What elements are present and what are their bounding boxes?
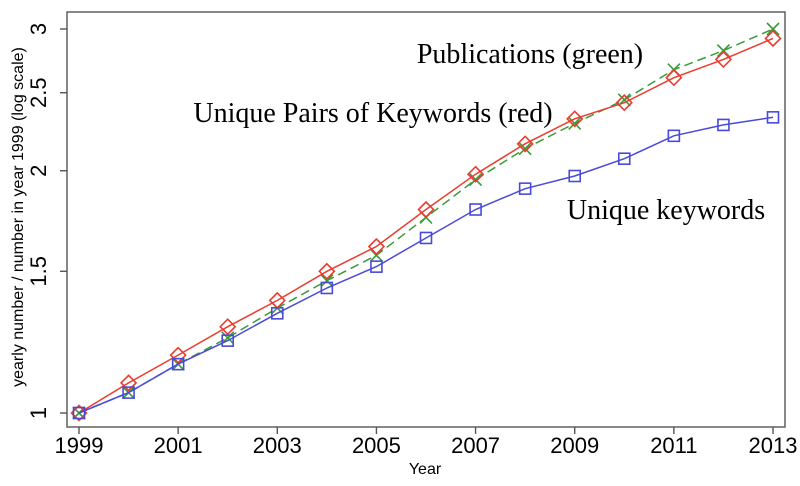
x-axis-title: Year	[408, 461, 442, 478]
marker-diamond-unique-pairs-of-keywords	[714, 50, 733, 69]
marker-x-publications	[320, 274, 334, 288]
marker-diamond-unique-pairs-of-keywords	[367, 237, 386, 256]
marker-diamond-unique-pairs-of-keywords	[566, 110, 584, 128]
marker-diamond-unique-pairs-of-keywords	[119, 374, 138, 392]
x-axis-tick-label: 2005	[352, 433, 401, 458]
marker-square-unique-keywords	[370, 260, 383, 273]
series-label-unique-keywords: Unique keywords	[566, 195, 766, 226]
marker-diamond-unique-pairs-of-keywords	[417, 200, 435, 219]
y-axis-title: yearly number / number in year 1999 (log…	[10, 47, 27, 387]
marker-x-publications	[369, 248, 383, 262]
marker-diamond-unique-pairs-of-keywords	[169, 346, 187, 364]
marker-square-unique-keywords	[171, 357, 185, 371]
marker-square-unique-keywords	[469, 203, 482, 216]
plot-border	[66, 11, 786, 428]
x-axis-tick-label: 1999	[55, 433, 104, 458]
series-line-unique-pairs-of-keywords	[78, 37, 774, 414]
marker-square-unique-keywords	[72, 406, 86, 420]
marker-diamond-unique-pairs-of-keywords	[219, 318, 237, 336]
x-axis-tick-label: 2001	[154, 433, 203, 458]
marker-square-unique-keywords	[221, 334, 235, 347]
y-axis-tick-label: 1	[26, 407, 51, 419]
marker-x-publications	[716, 44, 730, 58]
y-axis-tick-label: 1.5	[26, 256, 51, 287]
y-axis-tick-label: 3	[26, 23, 51, 35]
marker-square-unique-keywords	[270, 307, 284, 320]
x-axis-tick-label: 2013	[749, 433, 798, 458]
marker-x-publications	[518, 142, 532, 156]
marker-square-unique-keywords	[320, 281, 334, 295]
marker-square-unique-keywords	[717, 118, 730, 132]
series-label-unique-pairs-of-keywords: Unique Pairs of Keywords (red)	[193, 98, 553, 129]
x-axis-tick-label: 2011	[650, 433, 697, 458]
marker-diamond-unique-pairs-of-keywords	[516, 135, 534, 153]
series-label-publications: Publications (green)	[416, 39, 644, 70]
marker-diamond-unique-pairs-of-keywords	[615, 94, 633, 112]
marker-square-unique-keywords	[518, 182, 532, 195]
marker-x-publications	[469, 173, 483, 187]
series-line-unique-keywords	[78, 116, 774, 414]
marker-square-unique-keywords	[667, 129, 681, 143]
x-axis-tick-label: 2003	[253, 433, 302, 458]
marker-diamond-unique-pairs-of-keywords	[318, 262, 336, 280]
marker-diamond-unique-pairs-of-keywords	[764, 29, 782, 48]
y-axis-tick-label: 2	[26, 165, 51, 177]
marker-square-unique-keywords	[419, 231, 433, 245]
x-axis-tick-label: 2007	[451, 433, 500, 458]
marker-x-publications	[766, 22, 780, 36]
marker-square-unique-keywords	[617, 152, 631, 165]
marker-square-unique-keywords	[568, 169, 582, 183]
marker-diamond-unique-pairs-of-keywords	[466, 165, 485, 183]
marker-square-unique-keywords	[122, 386, 135, 399]
marker-diamond-unique-pairs-of-keywords	[665, 69, 683, 87]
marker-x-publications	[568, 116, 582, 130]
marker-square-unique-keywords	[766, 111, 780, 124]
x-axis-tick-label: 2009	[550, 433, 599, 458]
y-axis-tick-label: 2.5	[26, 77, 51, 108]
